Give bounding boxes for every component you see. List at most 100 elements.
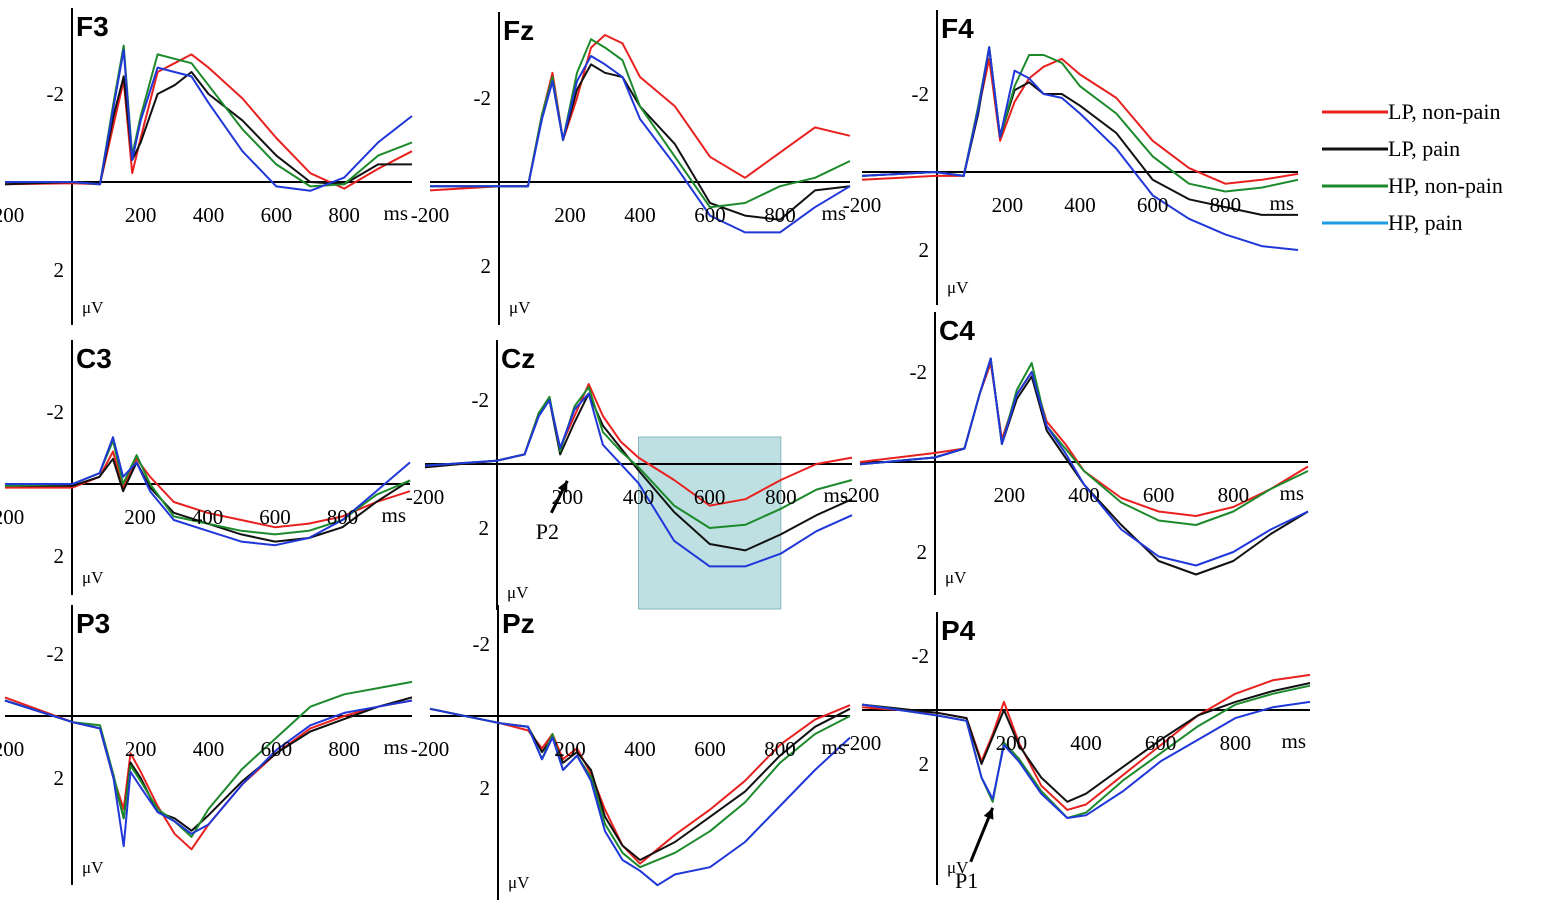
y-tick-label: 2 bbox=[54, 258, 65, 282]
series-line-lp-pain bbox=[861, 682, 1311, 803]
x-tick-label: 400 bbox=[624, 737, 656, 761]
panel-title: F3 bbox=[76, 11, 109, 42]
x-tick-label: 400 bbox=[1070, 731, 1102, 755]
x-tick-label: -200 bbox=[841, 483, 880, 507]
panel-p4: -200 200 400 600 800 ms -2 2 μV P4 P1 bbox=[843, 612, 1311, 893]
x-tick-label: 600 bbox=[694, 203, 726, 227]
y-tick-label: -2 bbox=[47, 400, 65, 424]
x-tick-label: -200 bbox=[0, 505, 24, 529]
panel-title: Cz bbox=[501, 343, 535, 374]
x-unit-label: ms bbox=[1279, 481, 1304, 505]
x-tick-label: -200 bbox=[0, 203, 24, 227]
x-unit-label: ms bbox=[821, 735, 846, 759]
y-tick-label: -2 bbox=[472, 388, 490, 412]
x-tick-label: 600 bbox=[259, 505, 291, 529]
x-tick-label: 800 bbox=[1220, 731, 1252, 755]
series-line-lp-pain bbox=[5, 457, 411, 543]
x-tick-label: 800 bbox=[764, 737, 796, 761]
x-tick-label: 800 bbox=[1218, 483, 1250, 507]
panel-c4: -200 200 400 600 800 ms -2 2 μV C4 bbox=[841, 312, 1309, 595]
x-tick-label: -200 bbox=[843, 731, 882, 755]
x-tick-label: -200 bbox=[0, 737, 24, 761]
panel-title: C4 bbox=[939, 315, 975, 346]
x-tick-label: 200 bbox=[996, 731, 1028, 755]
series-line-hp-pain bbox=[859, 357, 1309, 567]
series-line-hp-pain bbox=[861, 700, 1311, 819]
y-tick-label: 2 bbox=[917, 540, 928, 564]
y-unit-label: μV bbox=[947, 858, 969, 877]
series-line-lp-non-pain bbox=[429, 704, 851, 865]
x-tick-label: -200 bbox=[411, 203, 450, 227]
x-tick-label: 600 bbox=[694, 737, 726, 761]
legend-label: HP, pain bbox=[1388, 210, 1463, 235]
series-line-hp-non-pain bbox=[861, 46, 1299, 193]
y-unit-label: μV bbox=[507, 583, 529, 602]
x-unit-label: ms bbox=[381, 503, 406, 527]
annotation-arrowhead bbox=[983, 807, 994, 820]
series-line-lp-pain bbox=[430, 63, 851, 221]
panel-c3: -200 200 400 600 800 ms -2 2 μV C3 bbox=[0, 340, 411, 595]
legend-label: LP, non-pain bbox=[1388, 99, 1500, 124]
x-tick-label: 600 bbox=[1145, 731, 1177, 755]
panel-f4: -200 200 400 600 800 ms -2 2 μV F4 bbox=[843, 10, 1299, 305]
x-tick-label: 400 bbox=[1064, 193, 1096, 217]
x-tick-label: 400 bbox=[193, 203, 225, 227]
x-unit-label: ms bbox=[1281, 729, 1306, 753]
x-tick-label: 200 bbox=[554, 737, 586, 761]
y-tick-label: 2 bbox=[54, 544, 65, 568]
shaded-window bbox=[638, 436, 782, 610]
y-tick-label: 2 bbox=[919, 752, 930, 776]
series-line-lp-pain bbox=[859, 357, 1309, 576]
legend-label: LP, pain bbox=[1388, 136, 1460, 161]
y-unit-label: μV bbox=[947, 278, 969, 297]
x-tick-label: 800 bbox=[328, 203, 360, 227]
panel-f3: -200 200 400 600 800 ms -2 2 μV F3 bbox=[0, 8, 413, 325]
series-line-hp-pain bbox=[4, 699, 413, 848]
y-tick-label: -2 bbox=[912, 82, 930, 106]
y-tick-label: 2 bbox=[481, 254, 492, 278]
series-line-hp-pain bbox=[424, 392, 853, 568]
panel-fz: -200 200 400 600 800 ms -2 2 μV Fz bbox=[411, 12, 851, 325]
y-tick-label: 2 bbox=[54, 766, 65, 790]
series-line-hp-non-pain bbox=[429, 707, 851, 869]
x-tick-label: 200 bbox=[992, 193, 1024, 217]
y-tick-label: 2 bbox=[479, 516, 490, 540]
y-unit-label: μV bbox=[82, 568, 104, 587]
panel-title: F4 bbox=[941, 13, 974, 44]
panel-title: P4 bbox=[941, 615, 976, 646]
x-tick-label: -200 bbox=[843, 193, 882, 217]
x-tick-label: 400 bbox=[192, 505, 224, 529]
series-line-hp-pain bbox=[5, 49, 413, 192]
x-tick-label: 200 bbox=[554, 203, 586, 227]
x-tick-label: 800 bbox=[764, 203, 796, 227]
y-tick-label: -2 bbox=[474, 86, 492, 110]
x-tick-label: 600 bbox=[261, 737, 293, 761]
x-tick-label: -200 bbox=[406, 485, 445, 509]
x-tick-label: 800 bbox=[1210, 193, 1242, 217]
y-tick-label: -2 bbox=[912, 644, 930, 668]
series-line-hp-pain bbox=[861, 46, 1299, 251]
erp-panels: -200 200 400 600 800 ms -2 2 μV F3 -200 200 400 600 80… bbox=[0, 8, 1311, 900]
panel-p3: -200 200 400 600 800 ms -2 2 μV P3 bbox=[0, 605, 413, 885]
panel-title: P3 bbox=[76, 608, 110, 639]
x-unit-label: ms bbox=[383, 735, 408, 759]
x-tick-label: -200 bbox=[411, 737, 450, 761]
y-unit-label: μV bbox=[82, 858, 104, 877]
x-unit-label: ms bbox=[821, 201, 846, 225]
x-unit-label: ms bbox=[1269, 191, 1294, 215]
y-unit-label: μV bbox=[509, 298, 531, 317]
series-line-hp-pain bbox=[429, 707, 851, 887]
series-line-lp-non-pain bbox=[4, 53, 413, 190]
y-tick-label: -2 bbox=[47, 642, 65, 666]
x-tick-label: 600 bbox=[261, 203, 293, 227]
series-line-lp-pain bbox=[4, 71, 412, 186]
x-tick-label: 400 bbox=[193, 737, 225, 761]
legend-label: HP, non-pain bbox=[1388, 173, 1503, 198]
panel-title: Pz bbox=[502, 608, 535, 639]
y-unit-label: μV bbox=[508, 873, 530, 892]
annotation-label: P2 bbox=[536, 519, 559, 544]
annotation-label: P1 bbox=[955, 868, 978, 893]
x-tick-label: 800 bbox=[328, 737, 360, 761]
annotation-arrowhead bbox=[557, 480, 568, 493]
